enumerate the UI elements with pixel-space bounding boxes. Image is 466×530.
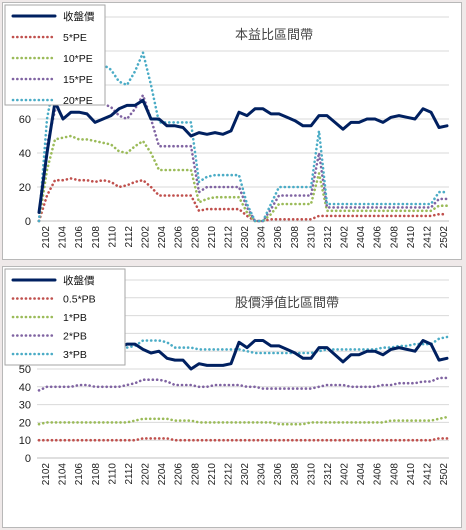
- pe-x-tick-label: 2408: [389, 226, 400, 249]
- pb-x-tick-label: 2412: [422, 463, 433, 486]
- pb-legend-label-1: 0.5*PB: [63, 294, 96, 306]
- pb-series-line-2: [37, 415, 449, 426]
- pe-legend-label-0: 收盤價: [63, 10, 95, 23]
- pe-series-line-2: [37, 134, 449, 223]
- pe-x-tick-label: 2102: [41, 226, 52, 249]
- pb-y-tick-label: 50: [19, 364, 31, 376]
- pe-x-tick-label: 2302: [240, 226, 251, 249]
- pe-band-chart-panel: 0204060801001202102210421062108211021122…: [2, 2, 462, 260]
- pe-x-tick-label: 2104: [58, 226, 69, 249]
- pe-y-tick-label: 20: [19, 182, 31, 194]
- pe-series-line-0: [37, 98, 449, 214]
- pe-legend-label-2: 10*PE: [63, 53, 93, 65]
- pb-x-tick-label: 2202: [141, 463, 152, 486]
- pe-x-tick-label: 2204: [157, 226, 168, 249]
- pb-y-tick-label: 20: [19, 417, 31, 429]
- pe-x-tick-label: 2206: [174, 226, 185, 249]
- pb-legend-label-2: 1*PB: [63, 312, 87, 324]
- pe-x-tick-label: 2310: [306, 226, 317, 249]
- pb-x-tick-label: 2306: [273, 463, 284, 486]
- pe-legend-box: [4, 4, 106, 106]
- pb-x-tick-label: 2404: [356, 463, 367, 486]
- pe-series-line-4: [37, 51, 449, 223]
- pb-x-tick-label: 2304: [257, 463, 268, 486]
- pe-x-tick-label: 2308: [290, 226, 301, 249]
- pe-x-tick-label: 2502: [439, 226, 450, 249]
- pb-series-line-3: [37, 376, 449, 392]
- pb-x-tick-label: 2302: [240, 463, 251, 486]
- pb-x-tick-label: 2204: [157, 463, 168, 486]
- pb-x-tick-label: 2102: [41, 463, 52, 486]
- pe-y-tick-label: 40: [19, 148, 31, 160]
- pb-y-tick-label: 40: [19, 382, 31, 394]
- pb-y-tick-label: 0: [25, 453, 31, 465]
- pe-x-tick-label: 2412: [422, 226, 433, 249]
- pb-band-chart-panel: 0102030405060708090100210221042106210821…: [2, 266, 462, 528]
- pb-x-tick-label: 2402: [340, 463, 351, 486]
- pe-chart-title: 本益比區間帶: [235, 28, 313, 43]
- pe-x-tick-label: 2306: [273, 226, 284, 249]
- pe-x-tick-label: 2110: [107, 226, 118, 248]
- pe-series-line-1: [37, 177, 449, 223]
- pb-x-tick-label: 2312: [323, 463, 334, 486]
- pb-x-tick-label: 2406: [373, 463, 384, 486]
- pe-legend-label-3: 15*PE: [63, 74, 93, 86]
- pe-x-tick-label: 2410: [406, 226, 417, 249]
- pb-x-tick-label: 2502: [439, 463, 450, 486]
- pb-x-tick-label: 2408: [389, 463, 400, 486]
- pe-legend-label-1: 5*PE: [63, 32, 87, 44]
- pe-x-tick-label: 2208: [190, 226, 201, 249]
- pe-x-tick-label: 2212: [223, 226, 234, 249]
- pe-x-tick-label: 2106: [74, 226, 85, 249]
- pe-x-tick-label: 2304: [257, 226, 268, 249]
- pb-x-tick-label: 2310: [306, 463, 317, 486]
- pb-legend-label-4: 3*PB: [63, 349, 87, 361]
- pe-x-tick-label: 2210: [207, 226, 218, 249]
- pe-legend-label-4: 20*PE: [63, 95, 93, 107]
- pb-x-tick-label: 2208: [190, 463, 201, 486]
- pe-y-tick-label: 0: [25, 216, 31, 228]
- pb-y-tick-label: 30: [19, 400, 31, 412]
- pb-series-line-1: [37, 437, 449, 442]
- pb-x-tick-label: 2210: [207, 463, 218, 486]
- pb-band-chart: 0102030405060708090100210221042106210821…: [4, 268, 450, 486]
- pb-x-tick-label: 2212: [223, 463, 234, 486]
- pb-x-tick-label: 2308: [290, 463, 301, 486]
- pb-x-tick-label: 2106: [74, 463, 85, 486]
- pe-x-tick-label: 2312: [323, 226, 334, 249]
- pe-x-tick-label: 2404: [356, 226, 367, 249]
- pe-x-tick-label: 2112: [124, 226, 135, 248]
- pb-x-tick-label: 2110: [107, 463, 118, 485]
- pe-x-tick-label: 2402: [340, 226, 351, 249]
- pb-x-tick-label: 2108: [91, 463, 102, 486]
- pe-y-tick-label: 60: [19, 114, 31, 126]
- pb-x-tick-label: 2112: [124, 463, 135, 485]
- pb-y-tick-label: 10: [19, 435, 31, 447]
- pe-x-tick-label: 2202: [141, 226, 152, 249]
- pe-x-tick-label: 2406: [373, 226, 384, 249]
- pe-x-tick-label: 2108: [91, 226, 102, 249]
- pb-legend-label-0: 收盤價: [63, 274, 95, 287]
- pb-x-tick-label: 2206: [174, 463, 185, 486]
- pe-band-chart: 0204060801001202102210421062108211021122…: [4, 4, 450, 249]
- pb-x-tick-label: 2410: [406, 463, 417, 486]
- pb-chart-title: 股價淨值比區間帶: [235, 295, 339, 311]
- pe-series-line-3: [37, 93, 449, 223]
- pb-legend-label-3: 2*PB: [63, 331, 87, 343]
- pb-x-tick-label: 2104: [58, 463, 69, 486]
